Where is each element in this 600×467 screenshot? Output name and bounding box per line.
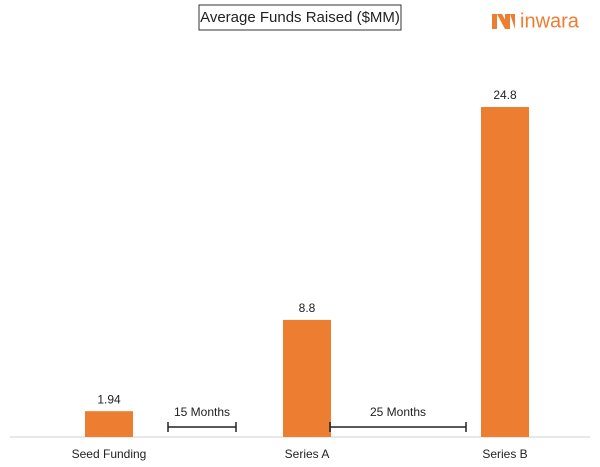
x-tick-label: Seed Funding	[72, 447, 147, 461]
annotation: 15 Months	[174, 405, 230, 419]
data-label: 8.8	[299, 301, 316, 315]
bar	[481, 107, 529, 437]
x-tick-label: Series B	[482, 447, 527, 461]
data-label: 24.8	[493, 88, 517, 102]
bar	[283, 319, 331, 437]
title-box	[198, 4, 402, 31]
logo-icon	[492, 14, 515, 29]
bar	[85, 411, 133, 437]
brand: inwara	[520, 10, 580, 32]
x-tick-label: Series A	[285, 447, 330, 461]
annotation: 25 Months	[370, 405, 426, 419]
chart-title: Average Funds Raised ($MM)	[200, 9, 400, 26]
data-label: 1.94	[97, 392, 121, 406]
